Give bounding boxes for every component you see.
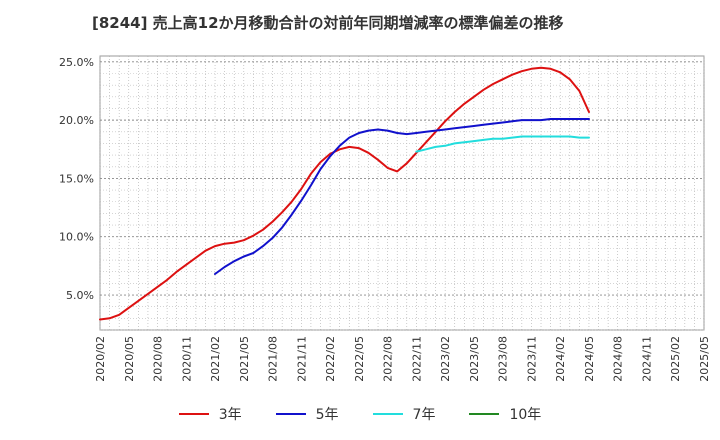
legend-label: 7年 <box>412 407 436 423</box>
x-tick-label: 2020/11 <box>180 336 193 382</box>
legend-swatch <box>275 413 306 415</box>
x-tick-label: 2023/05 <box>468 336 481 382</box>
legend-label: 10年 <box>509 407 542 423</box>
legend-item: 5年 <box>275 404 339 424</box>
x-tick-label: 2020/05 <box>123 336 136 382</box>
series-line-5年 <box>214 118 590 275</box>
x-tick-label: 2021/11 <box>295 336 308 382</box>
legend-item: 7年 <box>372 404 436 424</box>
series-line-7年 <box>415 135 590 153</box>
legend-swatch <box>469 413 500 415</box>
legend-item: 10年 <box>469 404 541 424</box>
y-tick-label: 20.0% <box>59 114 94 127</box>
x-tick-label: 2020/02 <box>94 336 107 382</box>
x-tick-label: 2021/08 <box>267 336 280 382</box>
x-tick-label: 2023/11 <box>525 336 538 382</box>
x-tick-label: 2024/05 <box>583 336 596 382</box>
series-line-3年 <box>99 66 590 321</box>
legend-swatch <box>178 413 209 415</box>
y-tick-label: 15.0% <box>59 172 94 185</box>
x-tick-label: 2022/05 <box>353 336 366 382</box>
x-tick-label: 2021/02 <box>209 336 222 382</box>
x-tick-label: 2025/02 <box>669 336 682 382</box>
x-tick-label: 2023/02 <box>439 336 452 382</box>
y-tick-label: 10.0% <box>59 231 94 244</box>
x-tick-label: 2023/08 <box>497 336 510 382</box>
x-tick-label: 2025/05 <box>698 336 711 382</box>
plot-area <box>99 55 705 331</box>
chart-title: [8244] 売上高12か月移動合計の対前年同期増減率の標準偏差の推移 <box>92 14 564 32</box>
x-tick-label: 2022/08 <box>382 336 395 382</box>
y-tick-label: 5.0% <box>66 289 94 302</box>
x-tick-label: 2021/05 <box>238 336 251 382</box>
chart-legend: 3年 5年 7年 10年 <box>0 400 720 428</box>
x-tick-label: 2024/08 <box>612 336 625 382</box>
legend-label: 3年 <box>218 407 242 423</box>
x-tick-label: 2022/02 <box>324 336 337 382</box>
legend-item: 3年 <box>178 404 242 424</box>
legend-swatch <box>372 413 403 415</box>
x-tick-label: 2022/11 <box>410 336 423 382</box>
x-tick-label: 2024/11 <box>640 336 653 382</box>
y-tick-label: 25.0% <box>59 56 94 69</box>
legend-label: 5年 <box>315 407 339 423</box>
x-tick-label: 2024/02 <box>554 336 567 382</box>
x-tick-label: 2020/08 <box>152 336 165 382</box>
line-chart: 5.0% 10.0% 15.0% 20.0% 25.0% 2020/02 2020/05 20… <box>59 55 711 382</box>
